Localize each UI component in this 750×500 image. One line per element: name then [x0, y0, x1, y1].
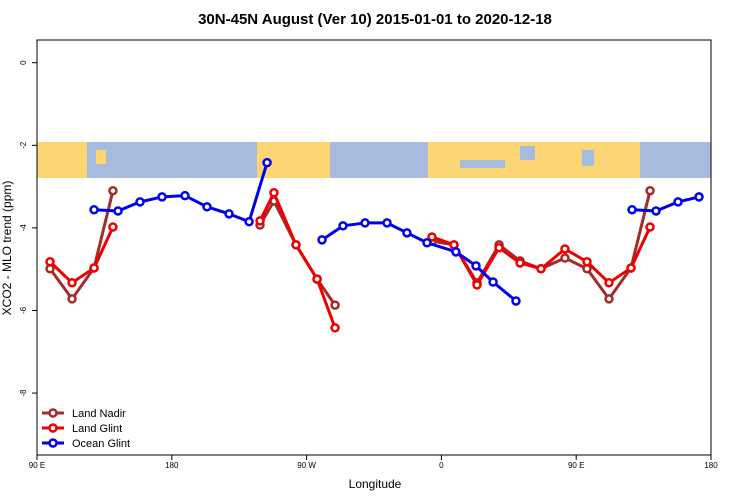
point — [89, 263, 99, 273]
point — [604, 278, 614, 288]
point — [113, 206, 123, 216]
point — [330, 323, 340, 333]
y-axis-label: XCO2 - MLO trend (ppm) — [0, 181, 14, 316]
point — [338, 221, 348, 231]
legend-label: Land Glint — [72, 423, 122, 435]
x-tick-label: 180 — [704, 461, 718, 470]
point — [494, 242, 504, 253]
point — [202, 202, 212, 212]
y-tick-label: -6 — [19, 306, 28, 314]
point — [560, 253, 570, 263]
point — [262, 157, 272, 168]
point — [427, 232, 437, 242]
x-tick-label: 90 W — [297, 461, 316, 470]
point — [645, 222, 655, 232]
point — [627, 204, 637, 215]
point — [108, 185, 118, 196]
point — [67, 278, 77, 288]
point — [89, 204, 99, 215]
point — [135, 197, 145, 207]
point — [45, 256, 55, 267]
point — [312, 274, 322, 284]
legend-marker — [48, 423, 58, 433]
point — [67, 294, 77, 304]
point — [108, 222, 118, 232]
point — [317, 235, 327, 245]
legend-marker — [48, 438, 58, 448]
point — [180, 190, 190, 201]
point — [694, 192, 704, 202]
point — [330, 300, 340, 310]
legend-marker — [48, 408, 58, 418]
point — [673, 197, 683, 207]
map-band — [37, 142, 711, 178]
point — [560, 244, 570, 254]
point — [488, 277, 498, 287]
point — [291, 240, 301, 250]
point — [451, 247, 461, 257]
y-tick-label: 0 — [19, 60, 28, 65]
point — [269, 188, 279, 198]
point — [382, 218, 392, 228]
point — [511, 296, 521, 306]
point — [536, 264, 546, 274]
legend-label: Land Nadir — [72, 408, 126, 420]
point — [360, 218, 370, 228]
point — [651, 206, 661, 216]
point — [515, 258, 525, 268]
x-axis-label: Longitude — [349, 477, 402, 491]
point — [471, 261, 481, 271]
point — [604, 294, 614, 304]
x-tick-label: 90 E — [568, 461, 584, 470]
legend: Land Nadir Land Glint Ocean Glint — [42, 408, 130, 450]
point — [244, 216, 254, 227]
series-line — [48, 190, 652, 306]
x-tick-label: 180 — [165, 461, 179, 470]
plot-frame — [36, 39, 712, 456]
point — [472, 280, 482, 290]
y-tick-label: -4 — [19, 224, 28, 232]
point — [422, 238, 432, 248]
x-tick-label: 0 — [439, 461, 444, 470]
point — [645, 185, 655, 196]
point — [157, 192, 167, 202]
point — [255, 216, 265, 226]
y-tick-label: -2 — [19, 141, 28, 149]
point — [402, 228, 412, 238]
y-tick-label: -8 — [19, 389, 28, 397]
point — [582, 256, 592, 267]
x-tick-label: 90 E — [29, 461, 45, 470]
legend-label: Ocean Glint — [72, 438, 130, 450]
point — [224, 209, 234, 219]
chart-title: 30N-45N August (Ver 10) 2015-01-01 to 20… — [198, 11, 552, 28]
point — [626, 263, 636, 273]
